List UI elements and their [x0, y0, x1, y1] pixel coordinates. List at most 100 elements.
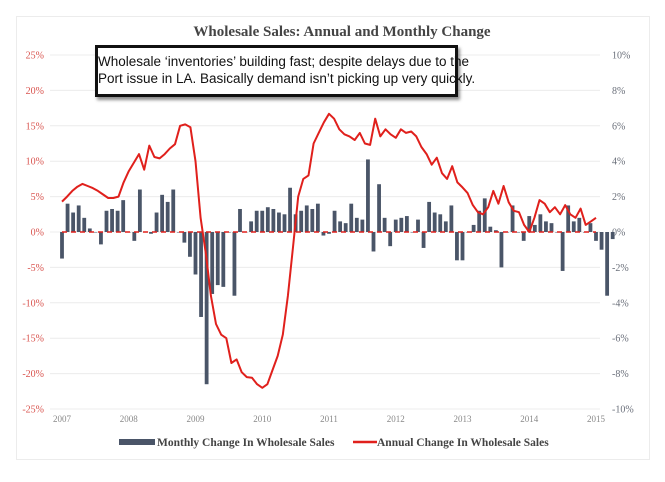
monthly-bar: [104, 210, 109, 232]
legend-bar-swatch: [119, 439, 155, 445]
x-tick-label: 2008: [120, 414, 139, 424]
monthly-bar: [277, 212, 281, 232]
monthly-bar: [193, 232, 198, 275]
monthly-bar: [215, 232, 220, 286]
monthly-bar: [265, 207, 270, 232]
monthly-bar: [304, 205, 309, 232]
left-tick-label: 25%: [26, 51, 44, 62]
monthly-bar: [560, 232, 565, 271]
x-tick-label: 2009: [187, 414, 206, 424]
right-tick-label: -4%: [612, 298, 629, 309]
left-tick-label: -10%: [22, 298, 44, 309]
monthly-bar: [154, 212, 159, 232]
monthly-bar: [232, 232, 237, 296]
monthly-bar: [538, 214, 543, 232]
left-tick-label: -15%: [22, 334, 44, 345]
x-tick-label: 2014: [520, 414, 539, 424]
monthly-bar: [404, 216, 409, 232]
monthly-bar: [137, 189, 142, 232]
monthly-bar: [60, 232, 64, 259]
x-tick-label: 2010: [253, 414, 272, 424]
left-tick-label: 20%: [26, 86, 44, 97]
monthly-bar: [577, 217, 582, 232]
monthly-bar: [482, 198, 487, 232]
monthly-bar: [349, 203, 354, 232]
monthly-bar: [377, 184, 381, 232]
monthly-bar: [488, 226, 493, 232]
monthly-bar: [260, 210, 265, 232]
monthly-bar: [327, 232, 331, 234]
monthly-bar: [443, 221, 448, 232]
x-tick-label: 2011: [320, 414, 338, 424]
monthly-bar: [388, 232, 393, 247]
monthly-bar: [516, 232, 521, 233]
monthly-bar: [115, 210, 120, 232]
annual-line-group: [61, 112, 597, 389]
monthly-bar: [271, 208, 276, 232]
legend-monthly-label: Monthly Change In Wholesale Sales: [157, 437, 335, 449]
monthly-bar: [165, 201, 170, 232]
monthly-bar: [455, 232, 459, 261]
monthly-bar: [366, 159, 370, 232]
monthly-bar: [182, 232, 187, 243]
monthly-bar: [599, 232, 604, 250]
monthly-bar: [338, 221, 343, 232]
monthly-bar: [76, 205, 81, 232]
monthly-bar: [82, 217, 87, 232]
right-tick-label: 8%: [612, 86, 625, 97]
monthly-bar: [527, 216, 532, 232]
left-tick-label: -5%: [27, 263, 44, 274]
monthly-bar: [238, 208, 242, 232]
annual-change-line: [61, 112, 597, 389]
x-tick-label: 2013: [454, 414, 473, 424]
monthly-bar: [393, 219, 398, 232]
monthly-bar: [210, 232, 215, 294]
monthly-bar: [566, 205, 571, 232]
monthly-bars: [60, 159, 615, 385]
right-tick-label: -10%: [612, 405, 634, 416]
monthly-bar: [221, 232, 226, 287]
monthly-bar: [449, 205, 454, 232]
monthly-bar: [110, 208, 114, 232]
monthly-bar: [188, 232, 192, 257]
monthly-bar: [171, 189, 176, 232]
monthly-bar: [460, 232, 465, 261]
monthly-bar: [149, 232, 153, 234]
monthly-bar: [254, 210, 259, 232]
right-tick-label: 0%: [612, 228, 625, 239]
monthly-bar: [432, 212, 437, 232]
monthly-bar: [71, 212, 76, 232]
right-tick-label: 6%: [612, 121, 625, 132]
monthly-bar: [610, 232, 615, 240]
monthly-bar: [571, 221, 576, 232]
right-tick-label: -6%: [612, 334, 629, 345]
monthly-bar: [471, 224, 476, 232]
monthly-bar: [249, 221, 254, 232]
monthly-bar: [594, 232, 598, 241]
monthly-bar: [360, 219, 365, 232]
monthly-bar: [521, 232, 526, 241]
monthly-bar: [160, 194, 165, 232]
monthly-bar: [605, 232, 610, 296]
monthly-bar: [87, 228, 92, 232]
chart-title: Wholesale Sales: Annual and Monthly Chan…: [193, 24, 490, 40]
monthly-bar: [549, 223, 554, 232]
left-tick-label: 10%: [26, 157, 44, 168]
monthly-bar: [176, 232, 181, 233]
left-tick-label: 15%: [26, 121, 44, 132]
monthly-bar: [282, 214, 287, 232]
monthly-bar: [477, 210, 482, 232]
monthly-bar: [321, 232, 326, 236]
monthly-bar: [499, 232, 504, 268]
monthly-bar: [416, 219, 420, 232]
monthly-bar: [93, 232, 98, 233]
monthly-bar: [332, 210, 337, 232]
monthly-bar: [299, 210, 304, 232]
right-axis: 10% 8% 6% 4% 2% 0% -2% -4% -6% -8% -10%: [612, 51, 634, 416]
monthly-bar: [99, 232, 103, 245]
x-tick-label: 2007: [53, 414, 72, 424]
monthly-bar: [204, 232, 209, 385]
monthly-bar: [121, 200, 126, 232]
monthly-bar: [421, 232, 426, 248]
